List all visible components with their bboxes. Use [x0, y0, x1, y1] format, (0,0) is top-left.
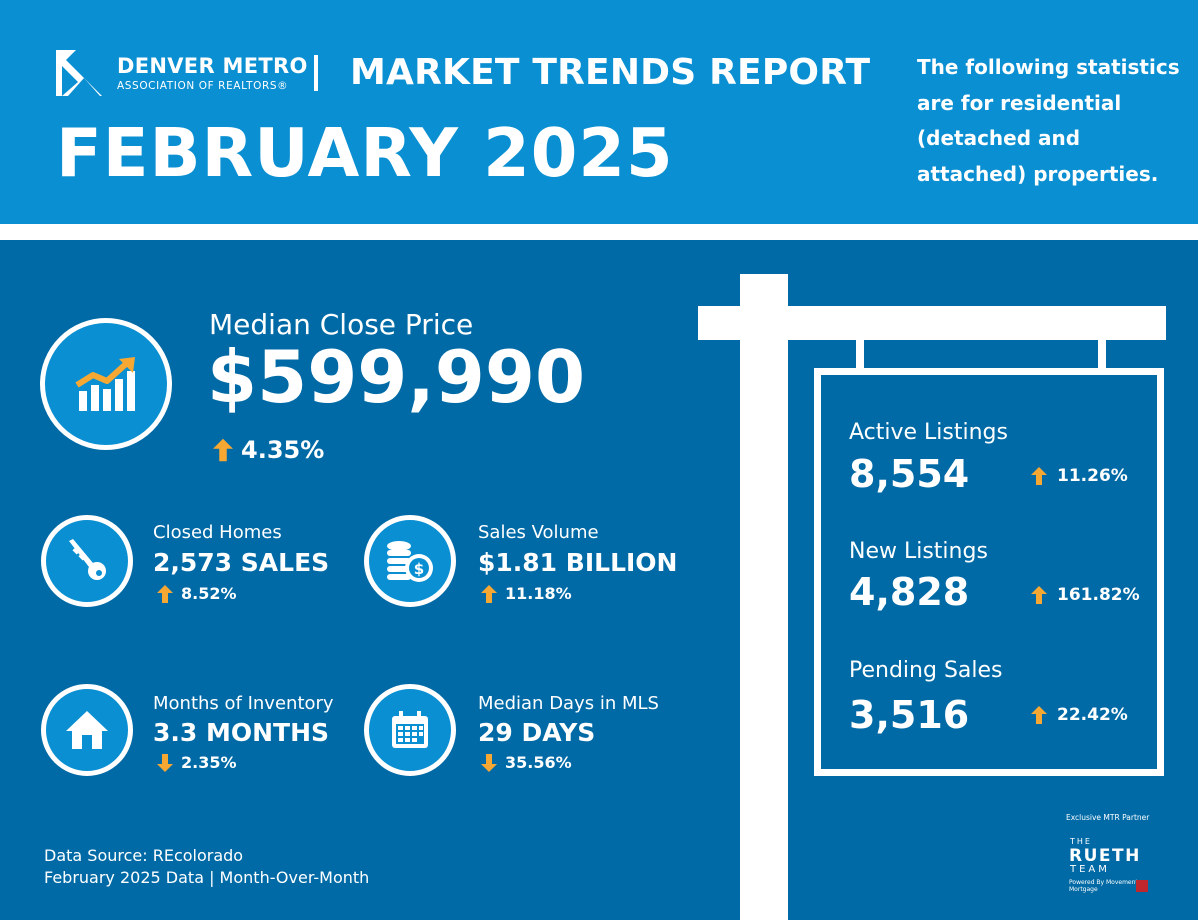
arrow-up-icon: [213, 438, 233, 462]
days-in-mls-icon-circle: [364, 684, 456, 776]
median-close-price-change-value: 4.35%: [241, 436, 325, 464]
arrow-up-icon: [157, 584, 173, 603]
arrow-up-icon: [481, 584, 497, 603]
main-panel: [0, 240, 1198, 920]
sales-volume-change-value: 11.18%: [505, 584, 572, 603]
active-listings-change: 11.26%: [1031, 466, 1128, 486]
pending-sales-label: Pending Sales: [849, 658, 1003, 683]
sign-crossbar: [698, 306, 1166, 340]
arrow-down-icon: [481, 753, 497, 772]
pending-sales-change-value: 22.42%: [1057, 705, 1128, 725]
partner-powered-by: Powered By Movement Mortgage: [1069, 879, 1138, 893]
closed-homes-label: Closed Homes: [153, 522, 282, 543]
calendar-icon: [392, 711, 428, 748]
months-inventory-label: Months of Inventory: [153, 693, 334, 714]
median-close-price-change: 4.35%: [213, 436, 324, 464]
closed-homes-icon-circle: [41, 515, 133, 607]
pending-sales-change: 22.42%: [1031, 705, 1128, 725]
data-period: February 2025 Data | Month-Over-Month: [44, 868, 370, 887]
sales-volume-icon-circle: $: [364, 515, 456, 607]
new-listings-change-value: 161.82%: [1057, 585, 1140, 605]
sign-hanger-left: [856, 340, 864, 370]
header-divider: [0, 224, 1198, 240]
new-listings-label: New Listings: [849, 539, 988, 564]
dmar-logo-icon: [56, 50, 102, 96]
org-name: DENVER METRO: [117, 54, 308, 78]
months-inventory-change-value: 2.35%: [181, 753, 237, 772]
header-note: The following statistics are for residen…: [917, 55, 1180, 186]
sign-board: [814, 368, 1164, 776]
data-source: Data Source: REcolorado: [44, 846, 244, 865]
months-inventory-change: 2.35%: [157, 753, 237, 772]
price-icon-circle: [40, 318, 172, 450]
sign-post: [740, 274, 788, 920]
partner-logo-the: THE: [1070, 837, 1092, 846]
chart-up-icon: [75, 357, 135, 411]
report-title: MARKET TRENDS REPORT: [350, 52, 871, 93]
partner-logo-team: TEAM: [1070, 864, 1110, 875]
sign-hanger-right: [1098, 340, 1106, 370]
sales-volume-change: 11.18%: [481, 584, 572, 603]
months-inventory-icon-circle: [41, 684, 133, 776]
header-banner: [0, 0, 1198, 224]
house-icon: [66, 711, 108, 749]
median-close-price-label: Median Close Price: [209, 308, 474, 341]
partner-label: Exclusive MTR Partner: [1066, 813, 1150, 822]
sales-volume-label: Sales Volume: [478, 522, 599, 543]
report-date: FEBRUARY 2025: [56, 114, 674, 192]
movement-mortgage-badge-icon: [1136, 880, 1148, 892]
median-close-price-value: $599,990: [207, 335, 586, 419]
org-subtitle: ASSOCIATION OF REALTORS®: [117, 80, 289, 92]
svg-text:$: $: [414, 560, 424, 578]
arrow-up-icon: [1031, 586, 1047, 604]
closed-homes-change-value: 8.52%: [181, 584, 237, 603]
days-in-mls-change: 35.56%: [481, 753, 572, 772]
key-icon: [69, 539, 106, 580]
active-listings-value: 8,554: [849, 452, 970, 496]
arrow-up-icon: [1031, 706, 1047, 724]
months-inventory-value: 3.3 MONTHS: [153, 718, 330, 747]
partner-logo-name: RUETH: [1069, 846, 1141, 866]
arrow-down-icon: [157, 753, 173, 772]
active-listings-label: Active Listings: [849, 420, 1008, 445]
sales-volume-value: $1.81 BILLION: [478, 548, 678, 577]
days-in-mls-change-value: 35.56%: [505, 753, 572, 772]
days-in-mls-value: 29 DAYS: [478, 718, 596, 747]
active-listings-change-value: 11.26%: [1057, 466, 1128, 486]
days-in-mls-label: Median Days in MLS: [478, 693, 659, 714]
closed-homes-change: 8.52%: [157, 584, 237, 603]
title-separator: [314, 55, 318, 91]
pending-sales-value: 3,516: [849, 693, 970, 737]
arrow-up-icon: [1031, 467, 1047, 485]
new-listings-change: 161.82%: [1031, 585, 1140, 605]
closed-homes-value: 2,573 SALES: [153, 548, 330, 577]
coins-icon: $: [387, 541, 433, 582]
new-listings-value: 4,828: [849, 570, 970, 614]
